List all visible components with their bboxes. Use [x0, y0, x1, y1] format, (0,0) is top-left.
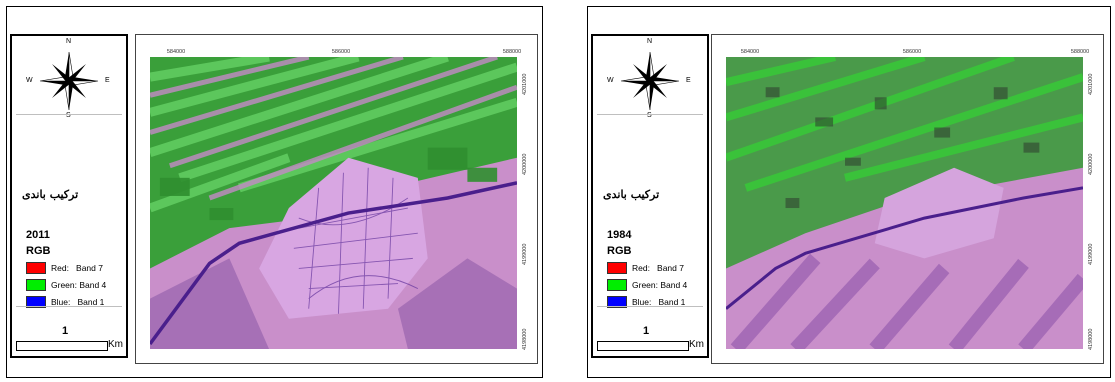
legend-row-label: Green: Band 4 — [51, 280, 107, 290]
scale-bar — [597, 341, 689, 351]
legend-composite: RGB — [607, 245, 632, 257]
map-frame: 584000 586000 588000 4201000 4200000 419… — [711, 34, 1104, 364]
northing-tick-label: 4199000 — [1088, 243, 1094, 265]
legend-row-green: Green: Band 4 — [26, 279, 106, 291]
easting-tick-label: 586000 — [331, 49, 351, 55]
legend-row-blue: Blue: Band 1 — [26, 296, 104, 308]
northing-tick-label: 4198000 — [1088, 328, 1094, 350]
red-swatch — [26, 262, 46, 274]
legend-box: N S W E ترکیب باندی 1984 RGB Red: Band 7… — [591, 34, 709, 358]
easting-tick-label: 588000 — [1070, 49, 1090, 55]
legend-row-label: Green: Band 4 — [632, 280, 688, 290]
compass-west-label: W — [26, 77, 33, 84]
legend-row-red: Red: Band 7 — [607, 262, 684, 274]
divider — [597, 114, 703, 115]
compass-south-label: S — [647, 112, 652, 119]
scale-unit: Km — [108, 339, 123, 350]
legend-row-label: Blue: Band 1 — [51, 297, 105, 307]
northing-tick-label: 4200000 — [1088, 153, 1094, 175]
green-swatch — [26, 279, 46, 291]
divider — [16, 114, 122, 115]
easting-tick-label: 588000 — [502, 49, 522, 55]
compass-east-label: E — [105, 77, 110, 84]
legend-year: 1984 — [607, 229, 632, 241]
legend-row-label: Blue: Band 1 — [632, 297, 686, 307]
compass-south-label: S — [66, 112, 71, 119]
compass-north-label: N — [647, 38, 653, 45]
northing-tick-label: 4201000 — [522, 73, 528, 95]
divider — [597, 306, 703, 307]
easting-tick-label: 586000 — [902, 49, 922, 55]
satellite-image-2011 — [150, 57, 517, 349]
legend-row-red: Red: Band 7 — [26, 262, 103, 274]
legend-title: ترکیب باندی — [22, 188, 79, 201]
compass-rose-icon — [615, 46, 685, 116]
map-panel-1984: N S W E ترکیب باندی 1984 RGB Red: Band 7… — [587, 6, 1111, 378]
northing-tick-label: 4200000 — [522, 153, 528, 175]
legend-title: ترکیب باندی — [603, 188, 660, 201]
compass-west-label: W — [607, 77, 614, 84]
legend-box: N S W E ترکیب باندی 2011 RGB Red: Band 7… — [10, 34, 128, 358]
easting-tick-label: 584000 — [740, 49, 760, 55]
legend-row-label: Red: Band 7 — [632, 263, 684, 273]
divider — [16, 306, 122, 307]
green-swatch — [607, 279, 627, 291]
legend-row-green: Green: Band 4 — [607, 279, 687, 291]
map-frame: 584000 586000 588000 4201000 4200000 419… — [135, 34, 538, 364]
compass-rose-icon — [34, 46, 104, 116]
northing-tick-label: 4198000 — [522, 328, 528, 350]
northing-tick-label: 4201000 — [1088, 73, 1094, 95]
scale-unit: Km — [689, 339, 704, 350]
compass-east-label: E — [686, 77, 691, 84]
legend-composite: RGB — [26, 245, 51, 257]
scale-value: 1 — [643, 325, 650, 337]
blue-swatch — [607, 296, 627, 308]
legend-row-blue: Blue: Band 1 — [607, 296, 685, 308]
scale-bar — [16, 341, 108, 351]
northing-tick-label: 4199000 — [522, 243, 528, 265]
legend-row-label: Red: Band 7 — [51, 263, 103, 273]
legend-year: 2011 — [26, 229, 50, 241]
blue-swatch — [26, 296, 46, 308]
easting-tick-label: 584000 — [166, 49, 186, 55]
satellite-image-1984 — [726, 57, 1083, 349]
red-swatch — [607, 262, 627, 274]
compass-north-label: N — [66, 38, 72, 45]
scale-value: 1 — [62, 325, 69, 337]
map-panel-2011: N S W E ترکیب باندی 2011 RGB Red: Band 7… — [6, 6, 543, 378]
